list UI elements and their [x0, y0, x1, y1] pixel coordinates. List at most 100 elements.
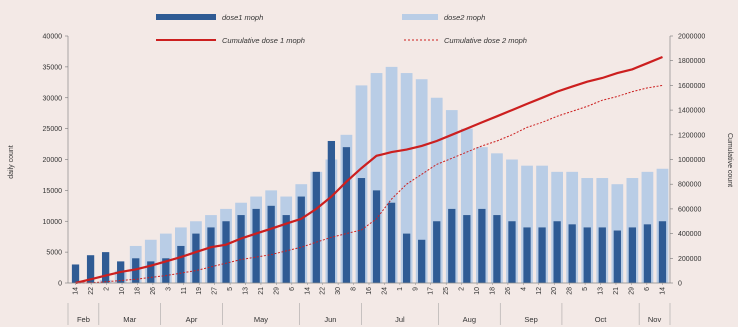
dose1-bar	[357, 178, 366, 283]
y-left-label: daily count	[8, 145, 15, 179]
x-day-tick-label: 4	[520, 287, 527, 291]
right-tick-label: 1600000	[678, 83, 705, 90]
dose1-bar	[297, 196, 305, 283]
x-day-tick-label: 8	[351, 287, 358, 291]
dose1-bar	[207, 227, 215, 283]
dose1-bar	[147, 261, 155, 283]
dose1-bar	[267, 205, 275, 283]
x-day-tick-label: 10	[474, 287, 481, 295]
right-axis-ticks: 0 200000 400000 600000 800000 1000000 1200000 1…	[670, 34, 705, 288]
x-day-tick-label: 22	[88, 287, 95, 295]
right-tick-label: 600000	[678, 206, 701, 213]
dose2-bars	[99, 66, 669, 284]
dose1-bar	[372, 190, 381, 283]
dose1-bar	[418, 239, 426, 283]
right-tick-label: 2000000	[678, 34, 705, 41]
dose1-bar	[628, 227, 637, 283]
axes	[67, 36, 671, 284]
left-tick-label: 35000	[43, 64, 63, 71]
dose2-bar	[415, 79, 428, 283]
cumulative-dose2-line	[75, 84, 663, 284]
x-day-tick-label: 27	[212, 287, 219, 295]
dose1-bar	[448, 208, 456, 283]
month-label: Apr	[186, 315, 198, 324]
right-tick-label: 800000	[678, 182, 701, 189]
x-day-tick-label: 2	[104, 287, 111, 291]
dose1-bar	[86, 255, 95, 283]
x-day-tick-label: 10	[119, 287, 126, 295]
dose1-bar	[252, 208, 260, 283]
left-tick-label: 25000	[43, 126, 63, 133]
month-label: Jul	[395, 315, 405, 324]
x-day-tick-label: 18	[135, 287, 142, 295]
x-day-tick-label: 26	[150, 287, 157, 295]
legend-dose2-label: dose2 moph	[444, 13, 485, 22]
x-day-tick-label: 29	[628, 287, 635, 295]
dose2-bar	[370, 73, 383, 283]
x-day-tick-label: 20	[551, 287, 558, 295]
cumulative-dose1-line	[75, 55, 663, 285]
dose1-bar	[568, 224, 576, 283]
dose1-bar	[433, 221, 441, 283]
x-day-tick-label: 11	[181, 287, 188, 294]
legend-dose2-swatch	[402, 14, 438, 20]
dose1-bar	[71, 264, 80, 283]
right-tick-label: 400000	[678, 231, 701, 238]
left-tick-label: 40000	[43, 34, 63, 41]
x-day-tick-label: 25	[443, 287, 450, 295]
dose1-bar	[478, 208, 486, 283]
x-day-tick-label: 19	[196, 287, 203, 295]
legend-cum1-label: Cumulative dose 1 moph	[222, 36, 305, 45]
x-day-tick-label: 6	[644, 287, 651, 291]
x-day-tick-label: 12	[536, 287, 543, 295]
dose2-bar	[536, 165, 548, 283]
legend-dose1-label: dose1 moph	[222, 13, 263, 22]
x-day-tick-label: 14	[659, 287, 666, 295]
x-day-tick-label: 17	[428, 287, 435, 295]
x-day-tick-label: 14	[304, 287, 311, 295]
right-tick-label: 1000000	[678, 157, 705, 164]
legend: dose1 moph dose2 moph Cumulative dose 1 …	[156, 13, 527, 45]
dose1-bar	[538, 227, 546, 283]
left-axis-ticks: 0 5000 10000 15000 20000 25000 30000 35000 40000	[43, 34, 68, 288]
x-axis-day-ticks: 14 22 2 10 18 26 3 11 19 27 5 13 21 29 6 14 22 30 8 16 24 1 9 1…	[73, 283, 666, 295]
x-day-tick-label: 29	[273, 287, 280, 295]
cumulative-lines	[75, 55, 663, 285]
dose1-bar	[222, 221, 230, 283]
dose1-bar	[523, 227, 531, 283]
dose1-bar	[493, 215, 501, 283]
x-day-tick-label: 28	[567, 287, 574, 295]
x-day-tick-label: 14	[73, 287, 80, 295]
month-label: Sep	[524, 315, 537, 324]
dose1-bar	[553, 221, 561, 283]
dose2-bar	[385, 66, 398, 283]
month-label: Jun	[324, 315, 336, 324]
dose2-bar	[521, 165, 533, 283]
dose1-bar	[132, 258, 140, 283]
x-day-tick-label: 21	[613, 287, 620, 295]
x-day-tick-label: 6	[289, 287, 296, 291]
dose2-bar	[430, 97, 443, 283]
x-day-tick-label: 24	[381, 287, 388, 295]
left-tick-label: 10000	[43, 219, 63, 226]
left-tick-label: 5000	[46, 250, 62, 257]
dose1-bar	[101, 252, 110, 283]
left-tick-label: 0	[58, 281, 62, 288]
x-day-tick-label: 21	[258, 287, 265, 295]
month-label: Oct	[595, 315, 608, 324]
legend-dose1-swatch	[156, 14, 216, 20]
dose1-bar	[402, 233, 411, 283]
dose1-bar	[237, 215, 245, 283]
month-label: May	[254, 315, 268, 324]
dose1-bar	[658, 221, 667, 283]
dose2-bar	[400, 73, 413, 283]
x-day-tick-label: 30	[335, 287, 342, 295]
dose1-bar	[463, 215, 471, 283]
x-axis-month-labels: Feb Mar Apr May Jun Jul Aug Sep Oct Nov	[67, 303, 671, 325]
dose1-bar	[282, 215, 290, 283]
dose1-bars	[71, 140, 667, 283]
x-day-tick-label: 9	[412, 287, 419, 291]
right-tick-label: 1800000	[678, 58, 705, 65]
